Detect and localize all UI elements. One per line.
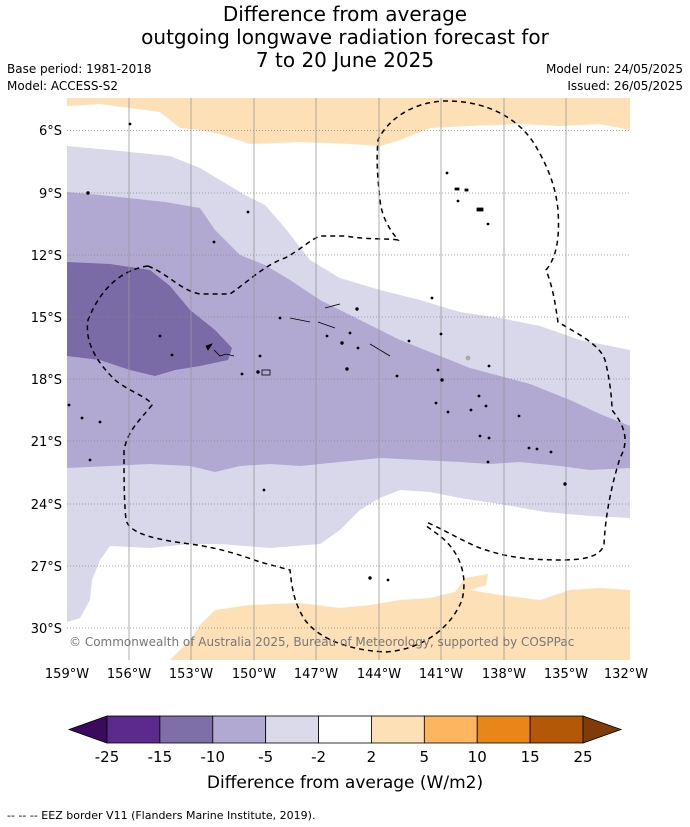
chart-title-line-2: outgoing longwave radiation forecast for — [141, 25, 549, 49]
lat-label: 18°S — [31, 373, 62, 388]
lon-label: 156°W — [107, 667, 151, 682]
colorbar-extend-low — [67, 715, 108, 744]
colorbar-tick-label: 10 — [468, 748, 487, 766]
colorbar-tick-label: 25 — [573, 748, 592, 766]
lon-label: 144°W — [357, 667, 401, 682]
positive-anomaly-region-north — [67, 98, 630, 146]
colorbar-segment — [371, 715, 425, 744]
colorbar-tick-label: 2 — [367, 748, 377, 766]
colorbar-segment — [318, 715, 372, 744]
graticule — [67, 130, 630, 629]
issued-text: Issued: 26/05/2025 — [567, 79, 683, 93]
lon-label: 150°W — [232, 667, 276, 682]
colorbar-extend-high — [582, 715, 623, 744]
colorbar-tick-label: -2 — [311, 748, 326, 766]
chart-title-line-3: 7 to 20 June 2025 — [255, 48, 435, 72]
colorbar-segment — [212, 715, 267, 744]
olr-anomaly-map: © Commonwealth of Australia 2025, Bureau… — [31, 98, 648, 682]
colorbar: -25 -15 -10 -5 -2 2 5 10 15 25 Difference from av… — [67, 715, 623, 793]
colorbar-tick-label: -15 — [148, 748, 173, 766]
lat-label: 27°S — [31, 560, 62, 575]
lat-label: 12°S — [31, 249, 62, 264]
lon-label: 141°W — [419, 667, 463, 682]
lat-label: 21°S — [31, 435, 62, 450]
copyright-text: © Commonwealth of Australia 2025, Bureau… — [69, 635, 574, 649]
lat-label: 24°S — [31, 498, 62, 513]
colorbar-tick-label: -5 — [258, 748, 273, 766]
base-period-text: Base period: 1981-2018 — [7, 62, 152, 76]
colorbar-label: Difference from average (W/m2) — [207, 773, 483, 793]
lon-label: 153°W — [169, 667, 213, 682]
chart-title-line-1: Difference from average — [222, 2, 468, 26]
model-text: Model: ACCESS-S2 — [7, 79, 119, 93]
colorbar-segment — [106, 715, 161, 744]
longitude-labels: 159°W 156°W 153°W 150°W 147°W 144°W 141°… — [45, 667, 648, 682]
colorbar-segments — [67, 715, 623, 744]
lon-label: 138°W — [482, 667, 526, 682]
colorbar-tick-label: 15 — [521, 748, 540, 766]
colorbar-segment — [265, 715, 319, 744]
eez-border-cook-islands — [86, 265, 465, 653]
lat-label: 15°S — [31, 311, 62, 326]
islands — [67, 122, 567, 582]
colorbar-segment — [529, 715, 584, 744]
lat-label: 6°S — [39, 124, 62, 139]
model-run-text: Model run: 24/05/2025 — [545, 62, 683, 76]
lon-label: 132°W — [604, 667, 648, 682]
colorbar-tick-label: -10 — [201, 748, 226, 766]
negative-anomaly-mid-band — [67, 192, 630, 472]
colorbar-segment — [476, 715, 531, 744]
colorbar-tick-label: 5 — [420, 748, 430, 766]
positive-anomaly-region-south — [170, 574, 630, 660]
lat-label: 9°S — [39, 187, 62, 202]
eez-legend-text: -- -- -- EEZ border V11 (Flanders Marine… — [7, 809, 316, 822]
colorbar-segment — [423, 715, 478, 744]
lon-label: 159°W — [45, 667, 89, 682]
colorbar-tick-label: -25 — [95, 748, 120, 766]
lat-label: 30°S — [31, 622, 62, 637]
colorbar-tick-labels: -25 -15 -10 -5 -2 2 5 10 15 25 — [95, 748, 593, 766]
lon-label: 147°W — [294, 667, 338, 682]
latitude-labels: 6°S 9°S 12°S 15°S 18°S 21°S 24°S 27°S 30… — [31, 124, 62, 637]
colorbar-segment — [159, 715, 214, 744]
lon-label: 135°W — [544, 667, 588, 682]
